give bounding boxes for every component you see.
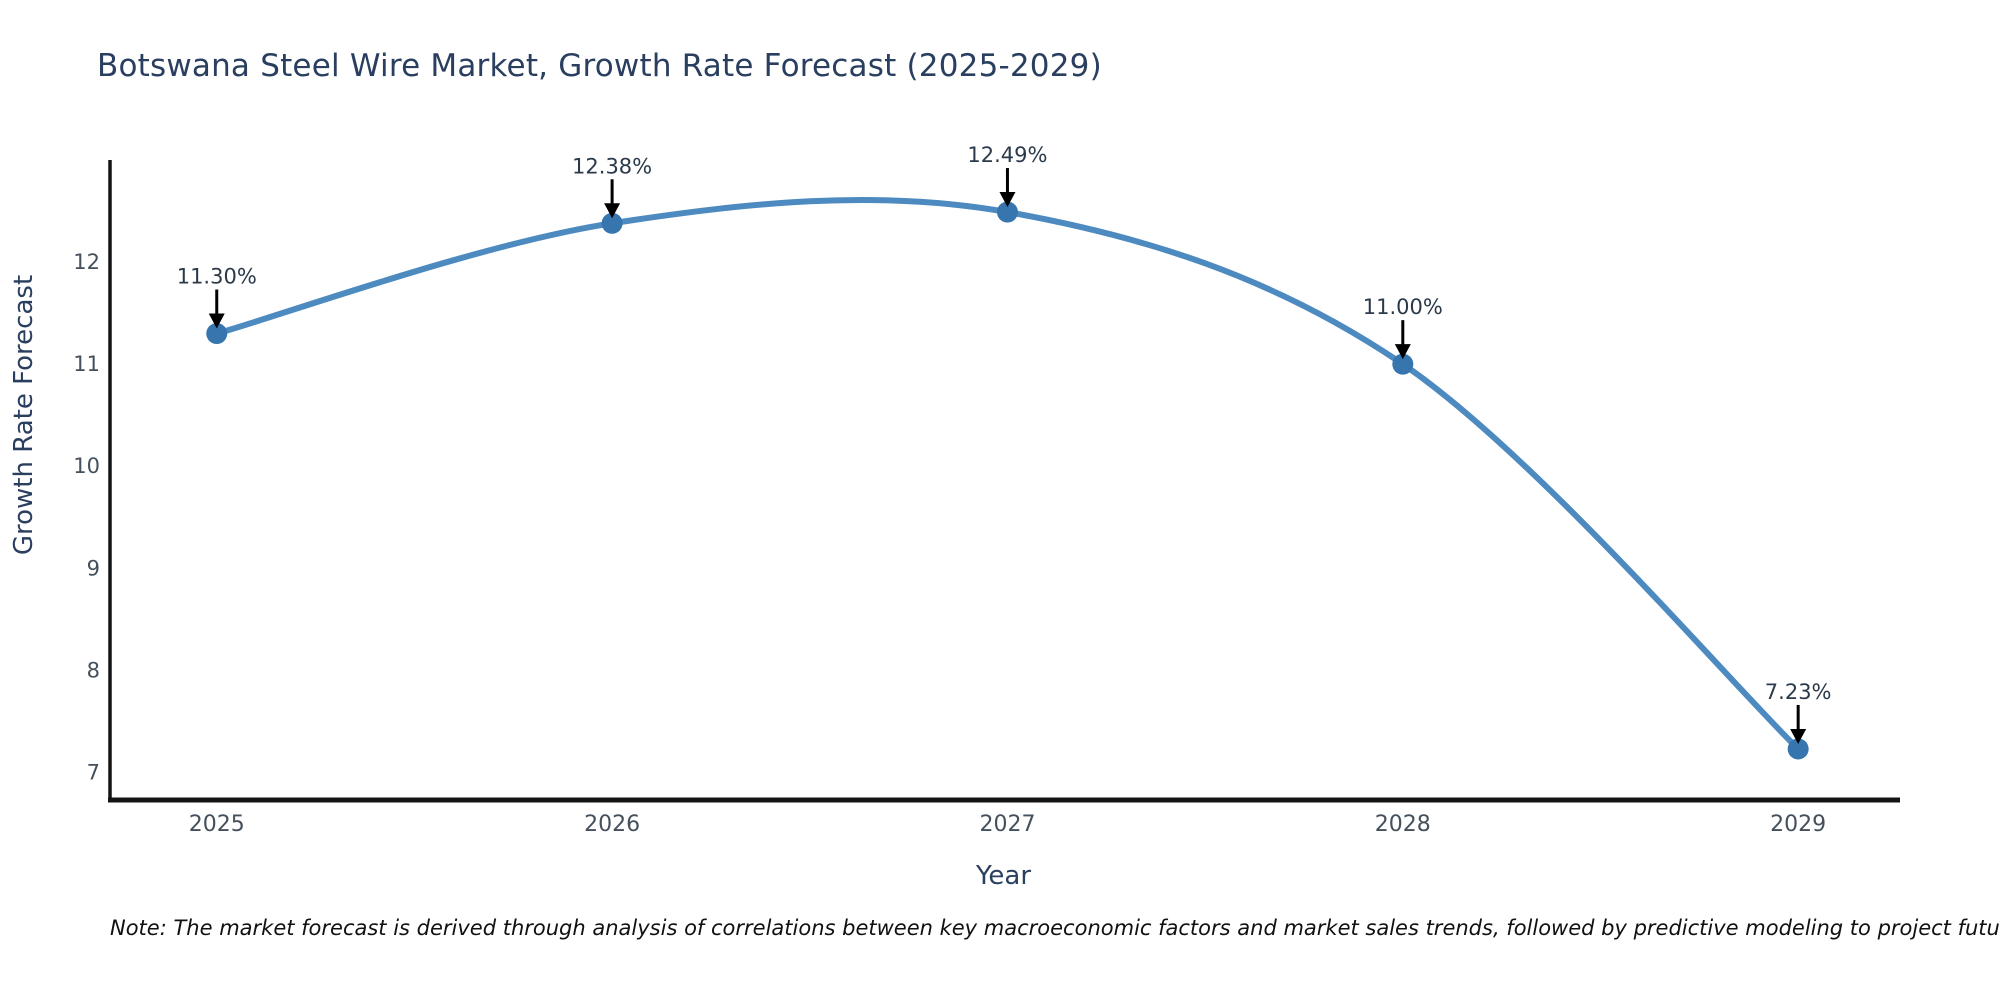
data-point-marker — [1392, 353, 1414, 375]
footnote: Note: The market forecast is derived thr… — [110, 916, 2000, 940]
data-point-label: 11.30% — [177, 265, 257, 289]
data-point-label: 12.49% — [967, 143, 1047, 167]
data-point-marker — [1787, 738, 1809, 760]
forecast-spline-line — [213, 196, 1802, 752]
y-tick-label: 8 — [87, 658, 100, 682]
data-point-label: 12.38% — [572, 154, 652, 178]
y-tick-label: 10 — [73, 454, 100, 478]
data-point-label: 11.00% — [1363, 295, 1443, 319]
data-point-marker — [996, 201, 1018, 223]
x-tick-label: 2028 — [1375, 812, 1431, 837]
annotation-arrowhead-icon — [1394, 344, 1411, 360]
x-tick-label: 2025 — [189, 812, 245, 837]
annotation-arrowhead-icon — [208, 313, 225, 329]
x-tick-label: 2027 — [979, 812, 1035, 837]
chart-title: Botswana Steel Wire Market, Growth Rate … — [97, 48, 1102, 84]
annotation-arrowhead-icon — [1790, 728, 1807, 744]
annotation-arrowhead-icon — [604, 203, 621, 219]
data-point-marker — [206, 323, 228, 345]
x-axis-title: Year — [975, 861, 1031, 891]
y-tick-label: 12 — [73, 250, 100, 274]
x-tick-label: 2026 — [584, 812, 640, 837]
y-tick-label: 9 — [87, 556, 100, 580]
y-tick-label: 11 — [73, 352, 100, 376]
annotation-arrowhead-icon — [999, 192, 1016, 208]
data-point-label: 7.23% — [1765, 680, 1832, 704]
data-point-marker — [601, 212, 623, 234]
x-tick-label: 2029 — [1770, 812, 1826, 837]
y-axis-title: Growth Rate Forecast — [9, 275, 39, 555]
y-tick-label: 7 — [87, 760, 100, 784]
